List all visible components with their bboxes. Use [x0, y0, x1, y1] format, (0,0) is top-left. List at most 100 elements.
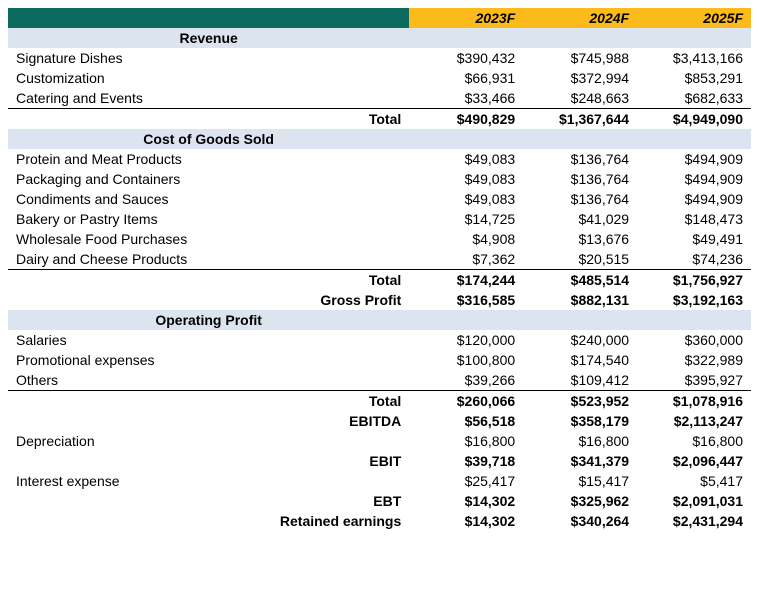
section-operating: Operating Profit	[8, 310, 751, 330]
cell-value: $316,585	[409, 290, 523, 310]
total-label: Total	[8, 391, 409, 412]
gross-profit: Gross Profit $316,585 $882,131 $3,192,16…	[8, 290, 751, 310]
table-row: Protein and Meat Products $49,083 $136,7…	[8, 149, 751, 169]
cell-value: $7,362	[409, 249, 523, 270]
cell-value: $523,952	[523, 391, 637, 412]
cell-value: $745,988	[523, 48, 637, 68]
row-label: Customization	[8, 68, 409, 88]
cell-value: $14,725	[409, 209, 523, 229]
cell-value: $56,518	[409, 411, 523, 431]
cell-value: $5,417	[637, 471, 751, 491]
table-row: Salaries $120,000 $240,000 $360,000	[8, 330, 751, 350]
cell-value: $494,909	[637, 189, 751, 209]
year-2025f: 2025F	[637, 8, 751, 28]
cell-value: $15,417	[523, 471, 637, 491]
total-label: Total	[8, 109, 409, 130]
cell-value: $490,829	[409, 109, 523, 130]
cell-value: $372,994	[523, 68, 637, 88]
section-title: Operating Profit	[8, 310, 409, 330]
section-cogs: Cost of Goods Sold	[8, 129, 751, 149]
table-row: Wholesale Food Purchases $4,908 $13,676 …	[8, 229, 751, 249]
revenue-total: Total $490,829 $1,367,644 $4,949,090	[8, 109, 751, 130]
cell-value: $16,800	[409, 431, 523, 451]
cell-value: $33,466	[409, 88, 523, 109]
cell-value: $2,113,247	[637, 411, 751, 431]
cell-value: $136,764	[523, 149, 637, 169]
total-label: Total	[8, 270, 409, 291]
table-row: Signature Dishes $390,432 $745,988 $3,41…	[8, 48, 751, 68]
row-label: Interest expense	[8, 471, 409, 491]
cell-value: $853,291	[637, 68, 751, 88]
cell-value: $49,083	[409, 189, 523, 209]
cell-value: $1,367,644	[523, 109, 637, 130]
cell-value: $39,266	[409, 370, 523, 391]
metric-label: EBIT	[8, 451, 409, 471]
retained-earnings-row: Retained earnings $14,302 $340,264 $2,43…	[8, 511, 751, 531]
cell-value: $49,491	[637, 229, 751, 249]
cell-value: $4,908	[409, 229, 523, 249]
cell-value: $14,302	[409, 511, 523, 531]
cell-value: $248,663	[523, 88, 637, 109]
cell-value: $66,931	[409, 68, 523, 88]
cell-value: $41,029	[523, 209, 637, 229]
cell-value: $682,633	[637, 88, 751, 109]
cell-value: $39,718	[409, 451, 523, 471]
cell-value: $360,000	[637, 330, 751, 350]
cell-value: $494,909	[637, 169, 751, 189]
year-2023f: 2023F	[409, 8, 523, 28]
cell-value: $260,066	[409, 391, 523, 412]
row-label: Condiments and Sauces	[8, 189, 409, 209]
row-label: Wholesale Food Purchases	[8, 229, 409, 249]
table-row: Promotional expenses $100,800 $174,540 $…	[8, 350, 751, 370]
table-row: Bakery or Pastry Items $14,725 $41,029 $…	[8, 209, 751, 229]
cell-value: $240,000	[523, 330, 637, 350]
metric-label: Gross Profit	[8, 290, 409, 310]
operating-total: Total $260,066 $523,952 $1,078,916	[8, 391, 751, 412]
table-row: Depreciation $16,800 $16,800 $16,800	[8, 431, 751, 451]
cell-value: $109,412	[523, 370, 637, 391]
metric-label: Retained earnings	[8, 511, 409, 531]
financials-table: 2023F 2024F 2025F Revenue Signature Dish…	[8, 8, 751, 531]
cell-value: $390,432	[409, 48, 523, 68]
cell-value: $25,417	[409, 471, 523, 491]
row-label: Salaries	[8, 330, 409, 350]
header-row: 2023F 2024F 2025F	[8, 8, 751, 28]
cogs-total: Total $174,244 $485,514 $1,756,927	[8, 270, 751, 291]
section-revenue: Revenue	[8, 28, 751, 48]
cell-value: $74,236	[637, 249, 751, 270]
cell-value: $358,179	[523, 411, 637, 431]
cell-value: $100,800	[409, 350, 523, 370]
row-label: Catering and Events	[8, 88, 409, 109]
cell-value: $174,244	[409, 270, 523, 291]
cell-value: $2,091,031	[637, 491, 751, 511]
section-title: Revenue	[8, 28, 409, 48]
cell-value: $2,096,447	[637, 451, 751, 471]
cell-value: $1,756,927	[637, 270, 751, 291]
cell-value: $13,676	[523, 229, 637, 249]
cell-value: $4,949,090	[637, 109, 751, 130]
row-label: Bakery or Pastry Items	[8, 209, 409, 229]
table-row: Interest expense $25,417 $15,417 $5,417	[8, 471, 751, 491]
row-label: Protein and Meat Products	[8, 149, 409, 169]
table-row: Catering and Events $33,466 $248,663 $68…	[8, 88, 751, 109]
cell-value: $494,909	[637, 149, 751, 169]
cell-value: $49,083	[409, 149, 523, 169]
cell-value: $49,083	[409, 169, 523, 189]
table-row: Customization $66,931 $372,994 $853,291	[8, 68, 751, 88]
cell-value: $136,764	[523, 189, 637, 209]
metric-label: EBT	[8, 491, 409, 511]
row-label: Promotional expenses	[8, 350, 409, 370]
cell-value: $485,514	[523, 270, 637, 291]
ebit-row: EBIT $39,718 $341,379 $2,096,447	[8, 451, 751, 471]
cell-value: $395,927	[637, 370, 751, 391]
cell-value: $174,540	[523, 350, 637, 370]
header-blank-cell	[8, 8, 409, 28]
cell-value: $3,192,163	[637, 290, 751, 310]
cell-value: $325,962	[523, 491, 637, 511]
year-2024f: 2024F	[523, 8, 637, 28]
table-row: Condiments and Sauces $49,083 $136,764 $…	[8, 189, 751, 209]
ebt-row: EBT $14,302 $325,962 $2,091,031	[8, 491, 751, 511]
cell-value: $340,264	[523, 511, 637, 531]
row-label: Packaging and Containers	[8, 169, 409, 189]
row-label: Dairy and Cheese Products	[8, 249, 409, 270]
